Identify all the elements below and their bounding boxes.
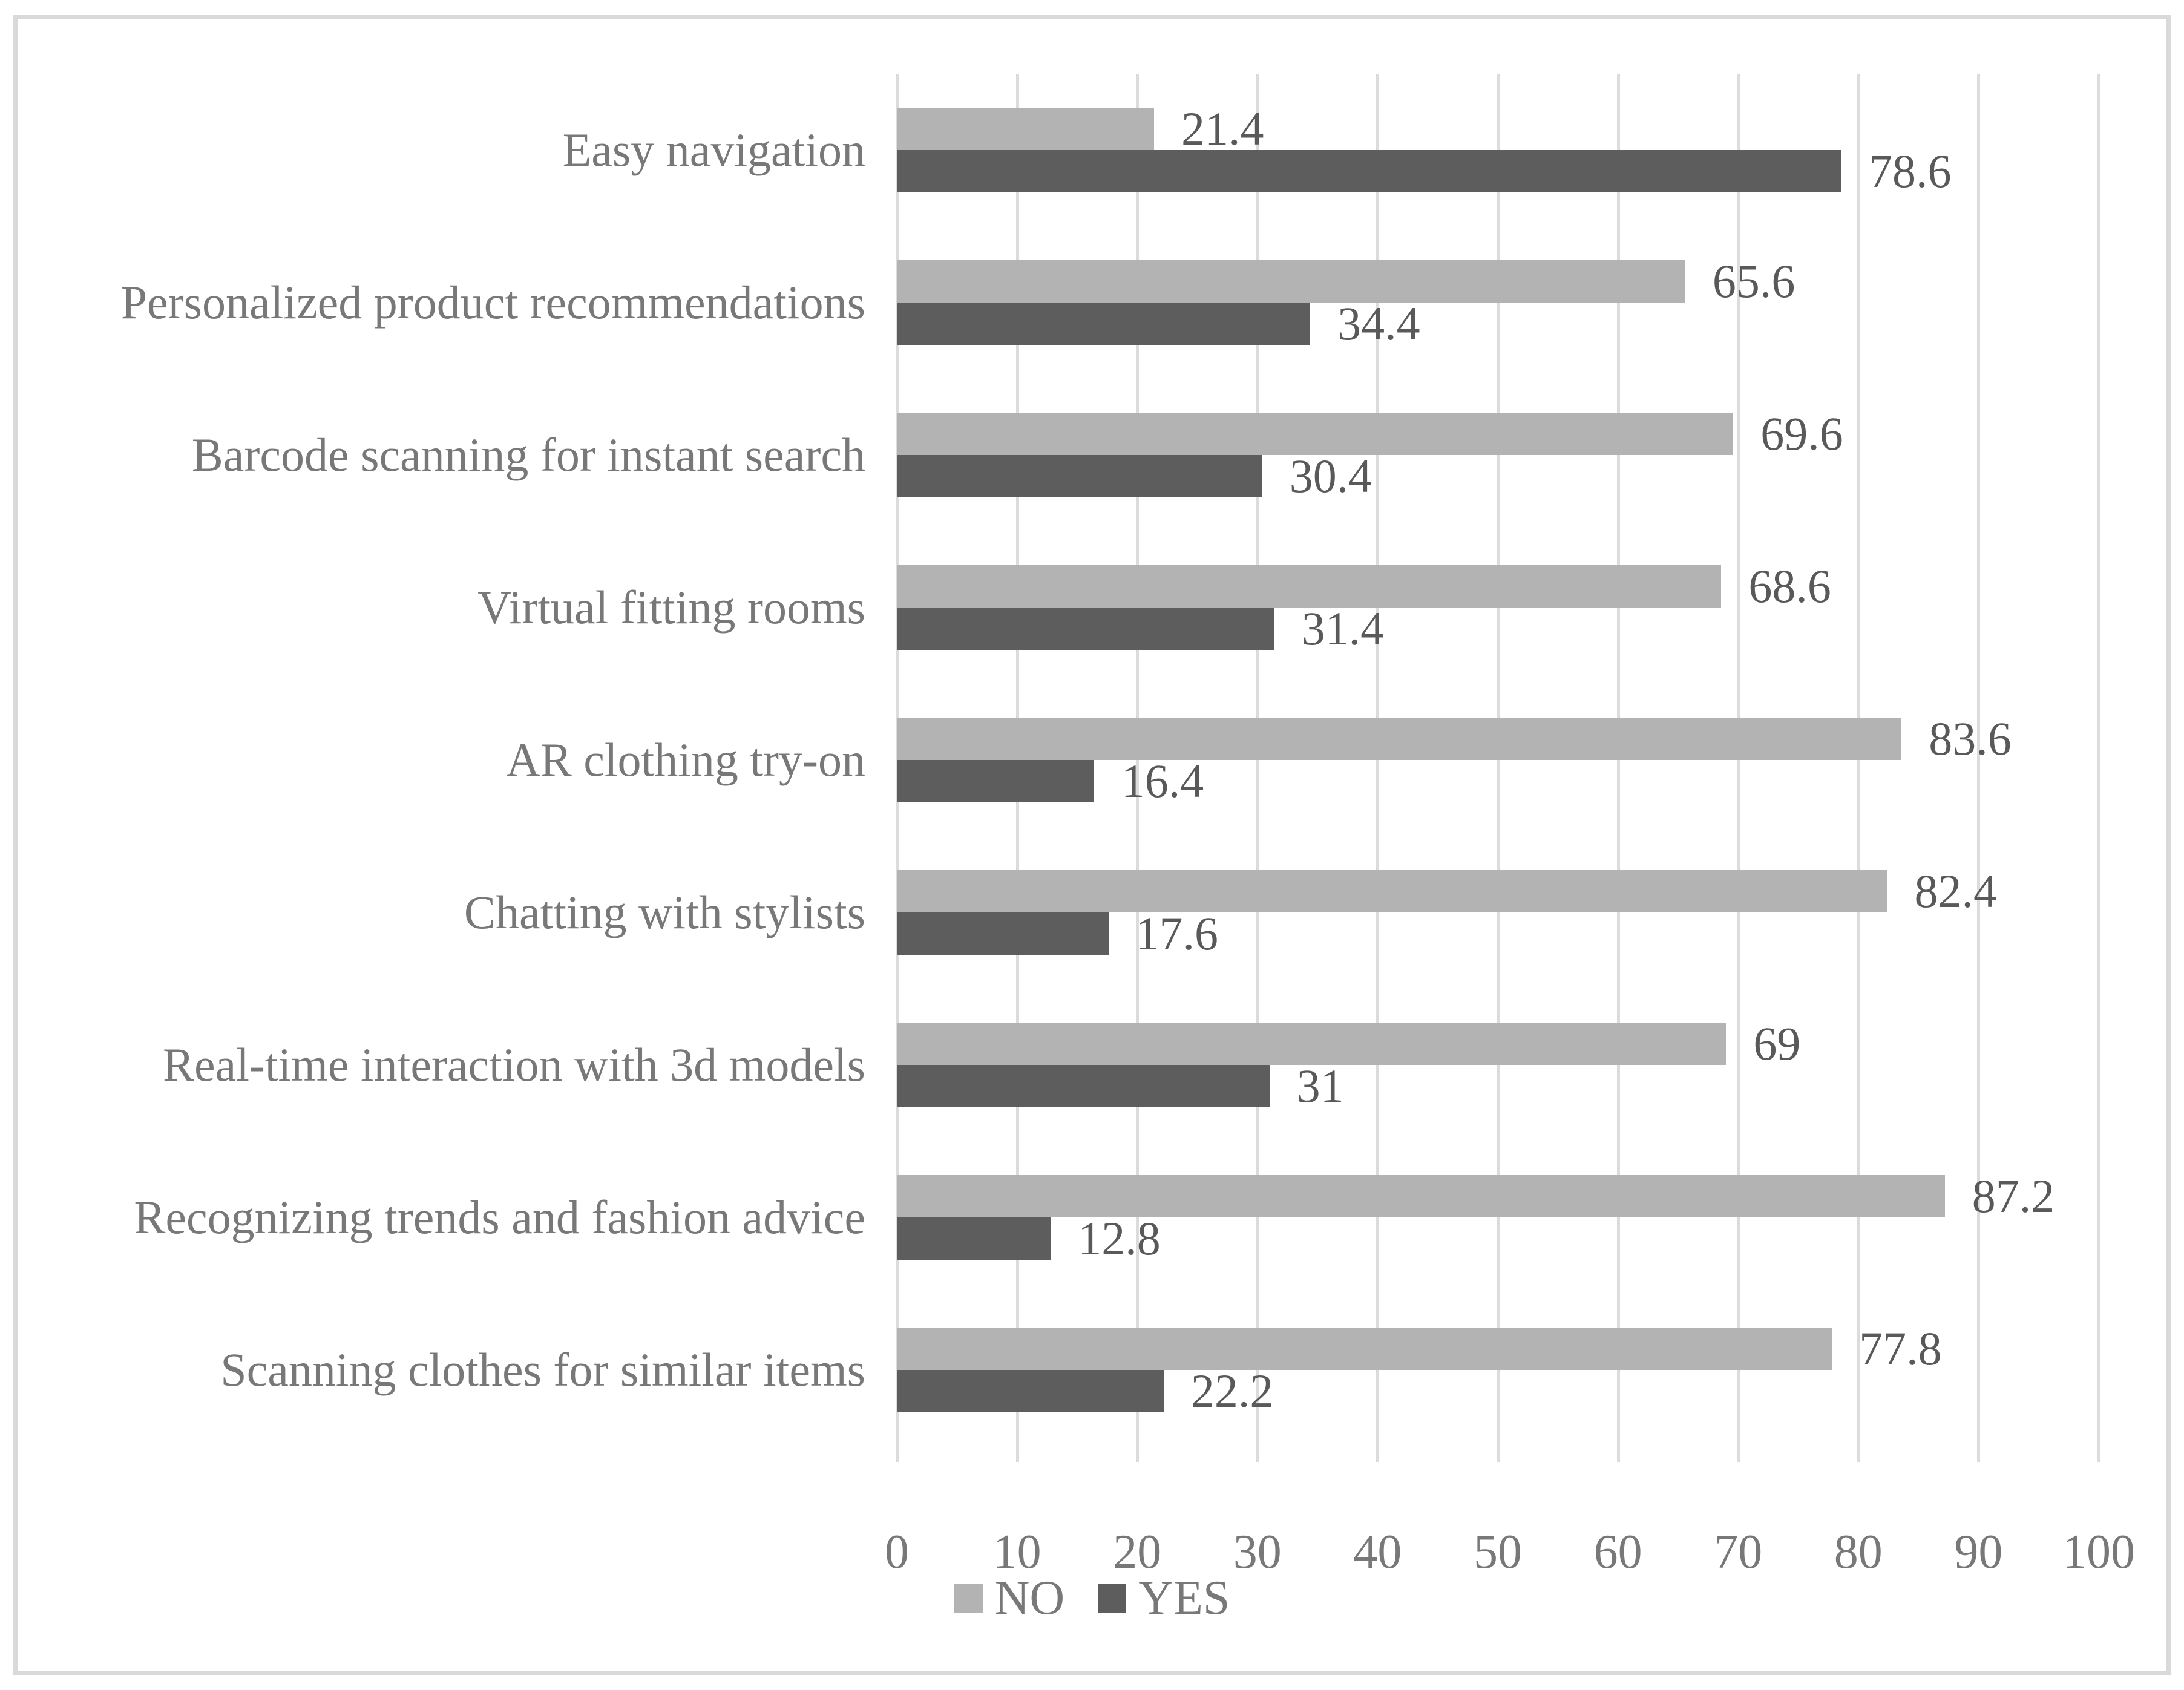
value-label: 22.2 bbox=[1190, 1364, 1274, 1417]
yes-bar: 16.4 bbox=[897, 755, 1204, 807]
yes-bar: 31 bbox=[897, 1060, 1344, 1112]
yes-bar: 34.4 bbox=[897, 297, 1420, 350]
no-bar: 69.6 bbox=[897, 407, 1843, 460]
category-label: Scanning clothes for similar items bbox=[220, 1343, 865, 1397]
gridline bbox=[1857, 74, 1860, 1462]
category-label: Chatting with stylists bbox=[464, 886, 865, 939]
gridline bbox=[1256, 74, 1259, 1462]
legend-swatch-icon bbox=[1098, 1584, 1127, 1613]
x-axis-tick-label: 80 bbox=[1834, 1525, 1883, 1579]
x-axis-tick-label: 0 bbox=[885, 1525, 909, 1579]
no-bar: 65.6 bbox=[897, 255, 1795, 307]
no-bar: 68.6 bbox=[897, 560, 1831, 612]
legend-swatch-icon bbox=[954, 1584, 983, 1613]
category-label: Real-time interaction with 3d models bbox=[162, 1038, 865, 1092]
legend-item-no: NO bbox=[954, 1571, 1065, 1626]
gridline bbox=[1136, 74, 1140, 1462]
x-axis-tick-label: 90 bbox=[1954, 1525, 2003, 1579]
value-label: 69 bbox=[1753, 1017, 1801, 1070]
category-label: Barcode scanning for instant search bbox=[191, 428, 865, 482]
yes-bar: 17.6 bbox=[897, 907, 1218, 960]
value-label: 31.4 bbox=[1301, 602, 1385, 655]
category-label: Recognizing trends and fashion advice bbox=[134, 1191, 865, 1244]
category-band: Real-time interaction with 3d models 69 31 bbox=[0, 989, 2184, 1141]
no-bar: 82.4 bbox=[897, 865, 1997, 917]
legend-item-yes: YES bbox=[1098, 1571, 1230, 1626]
x-axis-tick-label: 30 bbox=[1233, 1525, 1282, 1579]
category-band: AR clothing try-on 83.6 16.4 bbox=[0, 684, 2184, 836]
x-axis-tick-label: 70 bbox=[1714, 1525, 1763, 1579]
no-bar: 77.8 bbox=[897, 1322, 1942, 1375]
yes-bar: 22.2 bbox=[897, 1364, 1273, 1417]
value-label: 68.6 bbox=[1748, 560, 1831, 612]
x-axis-tick-label: 100 bbox=[2062, 1525, 2135, 1579]
category-band: Chatting with stylists 82.4 17.6 bbox=[0, 836, 2184, 989]
no-bar: 21.4 bbox=[897, 102, 1264, 155]
x-axis-tick-label: 10 bbox=[992, 1525, 1041, 1579]
category-band: Virtual fitting rooms 68.6 31.4 bbox=[0, 531, 2184, 684]
no-bar: 87.2 bbox=[897, 1170, 2054, 1222]
category-band: Recognizing trends and fashion advice 87.… bbox=[0, 1141, 2184, 1294]
category-label: Personalized product recommendations bbox=[120, 276, 865, 329]
x-axis-tick-label: 50 bbox=[1474, 1525, 1522, 1579]
gridline bbox=[1737, 74, 1740, 1462]
category-band: Easy navigation 21.4 78.6 bbox=[0, 74, 2184, 226]
no-bar: 69 bbox=[897, 1017, 1800, 1070]
category-label: AR clothing try-on bbox=[506, 733, 865, 787]
category-band: Personalized product recommendations 65.6… bbox=[0, 226, 2184, 379]
value-label: 16.4 bbox=[1121, 755, 1204, 807]
yes-bar: 31.4 bbox=[897, 602, 1384, 655]
gridline bbox=[1616, 74, 1620, 1462]
value-label: 77.8 bbox=[1859, 1322, 1942, 1375]
gridline bbox=[1977, 74, 1981, 1462]
value-label: 12.8 bbox=[1078, 1212, 1161, 1265]
legend-label: NO bbox=[994, 1571, 1065, 1625]
yes-bar: 78.6 bbox=[897, 145, 1951, 197]
value-label: 69.6 bbox=[1760, 407, 1843, 460]
no-bar: 83.6 bbox=[897, 712, 2012, 765]
category-band: Scanning clothes for similar items 77.8 22… bbox=[0, 1294, 2184, 1446]
gridline bbox=[2097, 74, 2100, 1462]
yes-bar: 12.8 bbox=[897, 1212, 1161, 1265]
category-band: Barcode scanning for instant search 69.6 3… bbox=[0, 379, 2184, 531]
x-axis-tick-label: 40 bbox=[1353, 1525, 1402, 1579]
x-axis-tick-label: 60 bbox=[1593, 1525, 1642, 1579]
value-label: 78.6 bbox=[1868, 145, 1952, 197]
category-label: Easy navigation bbox=[562, 123, 865, 177]
value-label: 87.2 bbox=[1972, 1170, 2055, 1222]
gridline bbox=[1497, 74, 1500, 1462]
value-label: 21.4 bbox=[1181, 102, 1264, 155]
value-label: 17.6 bbox=[1135, 907, 1219, 960]
value-label: 82.4 bbox=[1914, 865, 1997, 917]
chart-frame-border bbox=[13, 15, 2171, 1675]
value-label: 65.6 bbox=[1712, 255, 1795, 307]
value-label: 31 bbox=[1296, 1060, 1344, 1112]
value-label: 34.4 bbox=[1337, 297, 1420, 350]
legend-label: YES bbox=[1138, 1571, 1230, 1625]
gridline bbox=[1376, 74, 1380, 1462]
legend: NO YES bbox=[0, 1571, 2184, 1626]
value-label: 30.4 bbox=[1289, 450, 1372, 502]
x-axis-tick-label: 20 bbox=[1113, 1525, 1162, 1579]
yes-bar: 30.4 bbox=[897, 450, 1372, 502]
category-label: Virtual fitting rooms bbox=[477, 581, 865, 634]
value-label: 83.6 bbox=[1929, 712, 2012, 765]
